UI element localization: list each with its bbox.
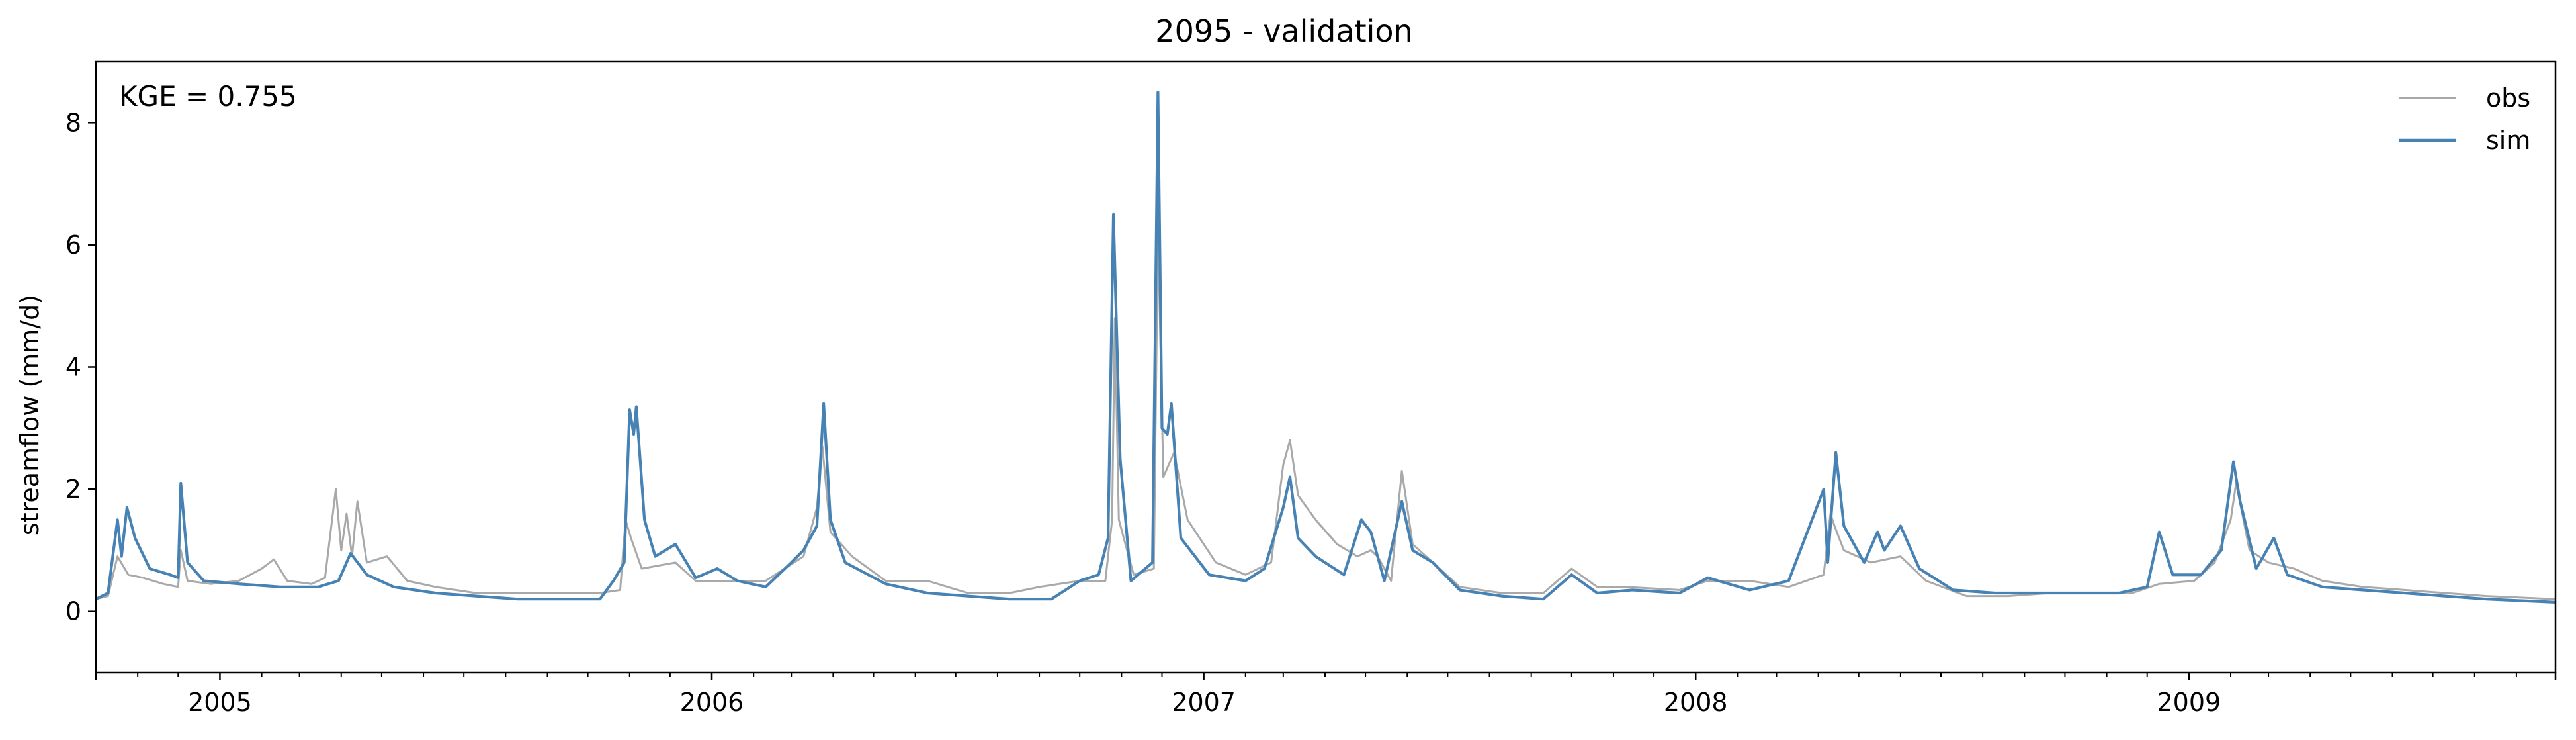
y-axis-label: streamflow (mm/d) xyxy=(15,295,44,535)
legend-label-obs: obs xyxy=(2486,83,2530,113)
x-tick-label: 2008 xyxy=(1664,688,1728,717)
x-tick-label: 2005 xyxy=(188,688,252,717)
legend: obs sim xyxy=(2399,83,2530,155)
plot-frame xyxy=(95,60,2557,674)
x-tick-label: 2009 xyxy=(2157,688,2221,717)
x-tick-label: 2007 xyxy=(1172,688,1236,717)
x-tick-label: 2006 xyxy=(680,688,744,717)
y-tick-label: 0 xyxy=(65,597,81,626)
chart-title: 2095 - validation xyxy=(1155,13,1412,49)
y-tick-label: 4 xyxy=(65,353,81,382)
legend-label-sim: sim xyxy=(2486,126,2530,155)
y-tick-label: 6 xyxy=(65,230,81,259)
series-line-obs xyxy=(95,225,2556,600)
y-axis-ticks: 0 2 4 6 8 xyxy=(65,108,96,626)
y-tick-label: 8 xyxy=(65,108,81,137)
series-line-sim xyxy=(95,91,2556,604)
y-tick-label: 2 xyxy=(65,475,81,504)
x-axis-ticks: 2005 2006 2007 2008 2009 xyxy=(95,672,2557,717)
plot-series xyxy=(95,91,2556,604)
kge-annotation: KGE = 0.755 xyxy=(119,80,297,113)
